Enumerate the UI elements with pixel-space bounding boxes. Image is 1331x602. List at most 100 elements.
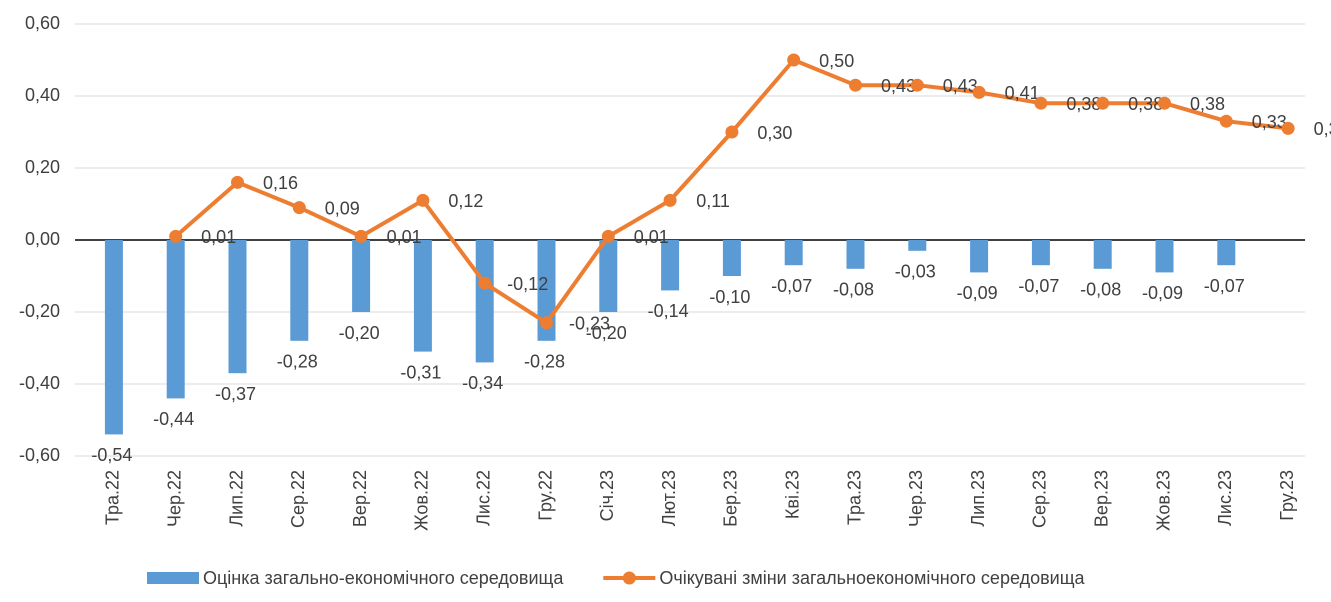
bar [104,240,123,435]
bar-label: -0,08 [833,280,874,300]
line-label: 0,01 [201,227,236,247]
line-marker [169,229,183,243]
line-label: 0,38 [1066,94,1101,114]
bar [908,240,927,251]
line-label: 0,01 [634,227,669,247]
bar-label: -0,07 [771,276,812,296]
bar-label: -0,28 [277,352,318,372]
bar [1031,240,1050,266]
x-tick-label: Лют.23 [659,470,679,526]
bar-label: -0,34 [462,373,503,393]
y-tick-label: 0,60 [25,13,60,33]
legend-swatch [622,571,636,585]
bar [475,240,494,363]
line-marker [354,229,368,243]
line-marker [1034,96,1048,110]
line-label: 0,31 [1314,119,1331,139]
bar [228,240,247,374]
y-tick-label: -0,40 [19,373,60,393]
line-label: 0,41 [1005,83,1040,103]
bar-label: -0,09 [957,283,998,303]
bar [970,240,989,273]
x-tick-label: Лис.22 [473,470,493,526]
line-label: 0,38 [1190,94,1225,114]
x-tick-label: Жов.23 [1153,470,1173,531]
bar [290,240,309,341]
line-label: -0,12 [507,274,548,294]
x-tick-label: Кві.23 [782,470,802,519]
y-tick-label: -0,20 [19,301,60,321]
bar [413,240,432,352]
legend-label: Оцінка загально-економічного середовища [203,568,564,588]
bar [661,240,680,291]
line-label: 0,33 [1252,112,1287,132]
line-marker [1281,121,1295,135]
x-tick-label: Лип.22 [226,470,246,527]
bar [352,240,371,312]
line-marker [1096,96,1110,110]
y-tick-label: 0,20 [25,157,60,177]
x-tick-label: Бер.23 [721,470,741,527]
bar [166,240,185,399]
line-marker [972,85,986,99]
bar [1217,240,1236,266]
bar-label: -0,10 [709,287,750,307]
bar-label: -0,07 [1018,276,1059,296]
bar-label: -0,03 [895,262,936,282]
bar [722,240,741,276]
line-marker [725,125,739,139]
line-marker [292,201,306,215]
line-label: 0,43 [881,76,916,96]
line-label: 0,43 [943,76,978,96]
line-label: 0,50 [819,51,854,71]
x-tick-label: Гру.22 [535,470,555,521]
line-marker [416,193,430,207]
x-tick-label: Тра.22 [103,470,123,525]
bar-label: -0,09 [1142,283,1183,303]
line-label: 0,16 [263,173,298,193]
line-label: 0,30 [757,123,792,143]
line-marker [231,175,244,189]
line-marker [1219,114,1233,128]
line-label: -0,23 [569,314,610,334]
x-tick-label: Гру.23 [1277,470,1297,521]
bar-label: -0,44 [153,409,194,429]
line-marker [601,229,615,243]
y-tick-label: 0,00 [25,229,60,249]
bar-label: -0,28 [524,352,565,372]
line [174,58,1289,325]
bar [599,240,618,312]
line-label: 0,09 [325,198,360,218]
x-tick-label: Тра.23 [844,470,864,525]
bar [1093,240,1112,269]
x-tick-label: Жов.22 [412,470,432,531]
x-tick-label: Чер.23 [906,470,926,527]
line-marker [787,53,801,67]
line-marker [849,78,862,92]
line-label: 0,01 [387,227,422,247]
line-marker [540,316,553,330]
bar [784,240,803,266]
bar-label: -0,07 [1204,276,1245,296]
x-tick-label: Вер.23 [1091,470,1111,527]
bar-label: -0,08 [1080,280,1121,300]
x-tick-label: Сер.23 [1030,470,1050,528]
y-tick-label: -0,60 [19,445,60,465]
legend-label: Очікувані зміни загальноекономічного сер… [659,568,1085,588]
x-tick-label: Сер.22 [288,470,308,528]
bar-label: -0,20 [339,323,380,343]
bar-label: -0,20 [586,323,627,343]
bar-label: -0,31 [400,362,441,382]
y-tick-label: 0,40 [25,85,60,105]
x-tick-label: Січ.23 [597,470,617,521]
bar-label: -0,37 [215,384,256,404]
bar [846,240,865,269]
line-label: 0,12 [448,191,483,211]
bar-label: -0,14 [648,301,689,321]
legend-swatch [147,572,199,584]
line-label: 0,38 [1128,94,1163,114]
line-marker [910,78,924,92]
bar [1155,240,1174,273]
x-tick-label: Чер.22 [164,470,184,527]
